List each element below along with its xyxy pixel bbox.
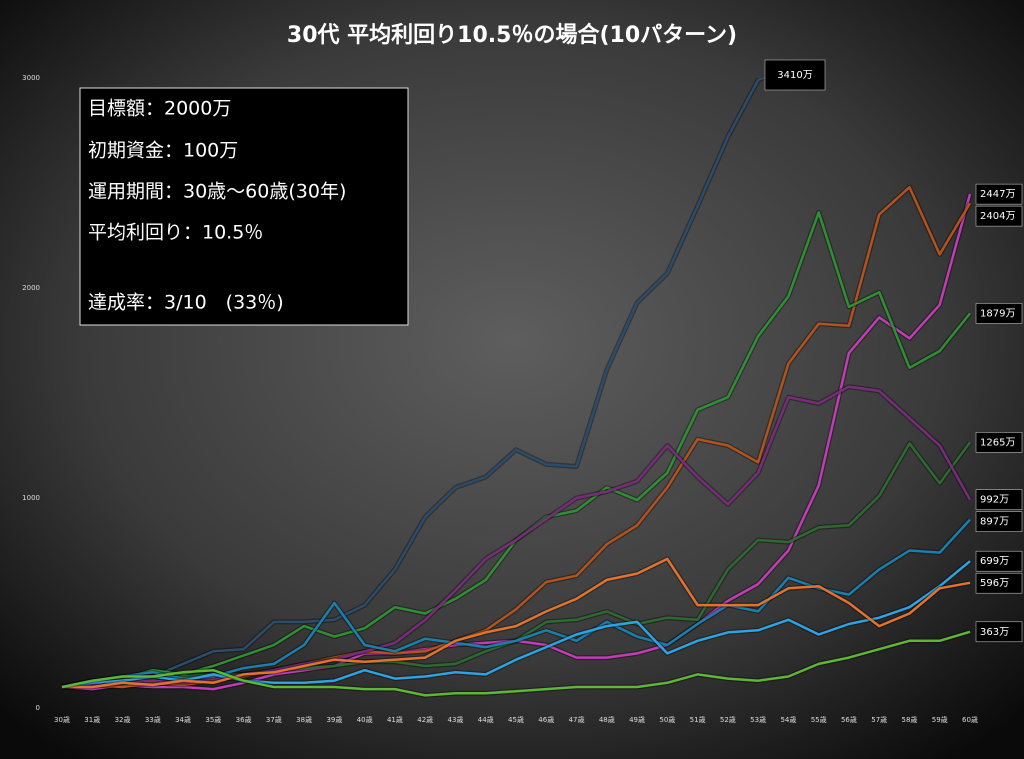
x-tick-label: 31歳 <box>84 715 100 724</box>
plot-area <box>61 78 973 698</box>
series-line <box>62 557 971 689</box>
value-label: 2447万 <box>980 189 1015 200</box>
x-tick-label: 44歳 <box>478 715 494 724</box>
x-tick-label: 42歳 <box>417 715 433 724</box>
chart-title: 30代 平均利回り10.5％の場合(10パターン) <box>287 22 737 48</box>
x-tick-label: 38歳 <box>296 715 312 724</box>
value-label-box <box>975 550 1023 572</box>
value-label-box <box>975 489 1023 510</box>
value-label: 596万 <box>980 578 1009 589</box>
x-tick-label: 51歳 <box>690 715 706 724</box>
x-tick-label: 37歳 <box>266 715 282 724</box>
x-tick-label: 50歳 <box>659 715 675 724</box>
x-tick-label: 56歳 <box>841 715 857 724</box>
x-tick-label: 43歳 <box>448 715 464 724</box>
value-label: 2404万 <box>980 211 1015 222</box>
y-tick-label: 0 <box>36 704 40 712</box>
x-tick-label: 34歳 <box>175 715 191 724</box>
value-label-box <box>975 511 1023 532</box>
series-line <box>61 630 971 697</box>
info-text: 初期資金：100万 <box>88 140 238 162</box>
value-label: 699万 <box>980 556 1009 567</box>
x-tick-label: 47歳 <box>569 715 585 724</box>
value-label-box <box>975 432 1023 453</box>
series-line <box>61 518 971 689</box>
value-label: 1265万 <box>980 437 1015 448</box>
value-label-box <box>975 572 1023 594</box>
series-line <box>61 385 972 689</box>
x-tick-label: 52歳 <box>720 715 736 724</box>
x-tick-label: 49歳 <box>629 715 645 724</box>
x-tick-label: 53歳 <box>750 715 766 724</box>
x-tick-label: 40歳 <box>357 715 373 724</box>
y-tick-label: 3000 <box>22 74 40 82</box>
info-text: 達成率：3/10 (33％) <box>88 292 284 314</box>
x-tick-label: 35歳 <box>205 715 221 724</box>
x-tick-label: 41歳 <box>387 715 403 724</box>
info-text: 目標額：2000万 <box>88 98 231 120</box>
value-label: 1879万 <box>980 308 1015 319</box>
x-tick-label: 30歳 <box>54 715 70 724</box>
value-label-box <box>764 59 826 91</box>
x-tick-label: 45歳 <box>508 715 524 724</box>
x-tick-label: 48歳 <box>599 715 615 724</box>
labels: 2447万 2404万 1879万 1265万 992万 897万 699万 596万 363万… <box>764 59 1023 643</box>
x-tick-label: 60歳 <box>962 715 978 724</box>
x-tick-label: 54歳 <box>780 715 796 724</box>
x-tick-label: 46歳 <box>538 715 554 724</box>
series-line <box>61 78 767 689</box>
x-tick-label: 59歳 <box>932 715 948 724</box>
x-tick-label: 39歳 <box>326 715 342 724</box>
x-tick-label: 55歳 <box>811 715 827 724</box>
x-tick-label: 32歳 <box>115 715 131 724</box>
x-tick-label: 58歳 <box>902 715 918 724</box>
value-label-box <box>975 303 1023 324</box>
value-label-box <box>975 205 1023 227</box>
value-label: 363万 <box>980 627 1009 638</box>
value-label: 992万 <box>980 495 1009 506</box>
x-tick-label: 36歳 <box>236 715 252 724</box>
y-tick-label: 2000 <box>22 284 40 292</box>
info-text: 平均利回り：10.5％ <box>88 222 263 244</box>
info-text: 運用期間：30歳～60歳(30年) <box>88 181 346 203</box>
value-label-box <box>975 183 1023 205</box>
value-label: 3410万 <box>777 70 812 81</box>
x-tick-label: 33歳 <box>145 715 161 724</box>
value-label: 897万 <box>980 517 1009 528</box>
series-line <box>61 185 972 689</box>
y-tick-label: 1000 <box>22 494 40 502</box>
value-label-box <box>975 621 1023 643</box>
info-box <box>79 87 409 326</box>
x-tick-label: 57歳 <box>871 715 887 724</box>
series-line <box>61 560 971 689</box>
